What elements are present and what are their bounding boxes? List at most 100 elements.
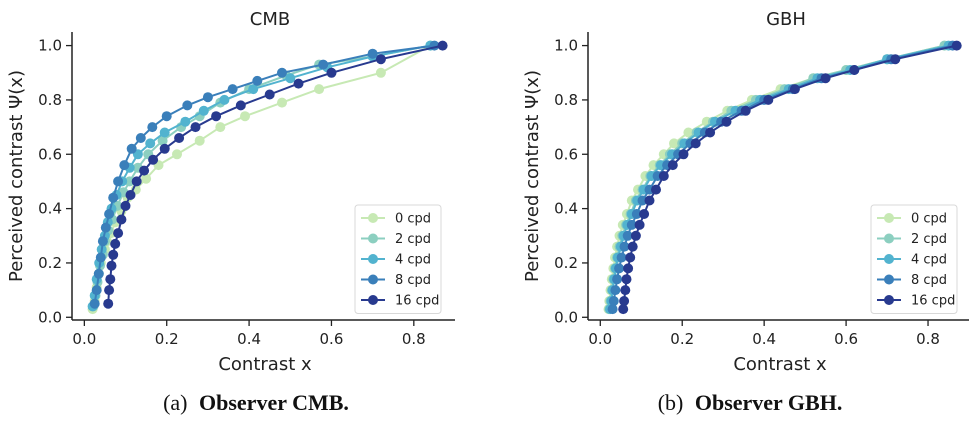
data-point [820, 73, 831, 84]
data-point [198, 105, 209, 116]
data-point [172, 149, 182, 160]
y-tick-label: 0.2 [38, 254, 62, 272]
panel-gbh: GBH 0.0 0.2 0.4 0.6 0.8 0.0 0.2 0.4 0.6 0.8 1.0 C… [522, 9, 969, 415]
data-point [116, 214, 127, 225]
y-tick-label: 0.2 [554, 254, 578, 272]
y-ticks: 0.0 0.2 0.4 0.6 0.8 1.0 [38, 37, 72, 326]
data-point [622, 230, 633, 241]
data-point [264, 89, 275, 100]
data-point [227, 84, 238, 95]
legend-swatch-marker [368, 254, 378, 264]
legend-label: 0 cpd [395, 212, 431, 227]
y-tick-label: 0.6 [38, 145, 62, 163]
data-point [625, 252, 636, 263]
data-point [619, 241, 630, 252]
y-tick-label: 0.8 [38, 91, 62, 109]
y-axis-label: Perceived contrast Ψ(x) [522, 70, 543, 282]
data-point [610, 285, 621, 296]
data-point [637, 195, 648, 206]
legend-swatch-marker [884, 213, 894, 223]
data-point [159, 143, 170, 154]
data-point [705, 127, 716, 138]
x-tick-label: 0.4 [237, 330, 261, 348]
legend-swatch-marker [368, 274, 378, 285]
legend-swatch-marker [884, 295, 894, 305]
legend-swatch-marker [368, 233, 378, 244]
x-axis-label: Contrast x [218, 354, 312, 375]
series-line [93, 44, 435, 304]
data-point [139, 165, 150, 176]
x-tick-label: 0.0 [588, 330, 612, 348]
data-point [740, 105, 751, 116]
chart-title: CMB [250, 9, 290, 30]
x-axis-label: Contrast x [733, 354, 827, 375]
y-ticks: 0.0 0.2 0.4 0.6 0.8 1.0 [554, 37, 588, 326]
data-point [110, 238, 121, 249]
data-point [318, 59, 329, 70]
data-point [161, 111, 172, 122]
legend-label: 0 cpd [911, 212, 947, 227]
data-point [124, 176, 135, 187]
data-point [367, 48, 378, 59]
data-point [113, 228, 124, 239]
data-point [105, 274, 116, 285]
legend-label: 4 cpd [395, 253, 431, 268]
data-point [141, 173, 152, 184]
panel-cmb: CMB 0.0 0.2 0.4 0.6 0.8 0.0 0.2 0.4 0.6 0.8 1.0 C… [6, 9, 455, 415]
y-tick-label: 0.4 [38, 200, 62, 218]
data-point [690, 138, 701, 149]
data-point [678, 149, 689, 160]
legend-label: 4 cpd [911, 253, 947, 268]
data-point [620, 285, 631, 296]
caption-prefix: (a) [163, 390, 187, 415]
legend-swatch-marker [368, 295, 378, 305]
legend-item: 4 cpd [361, 253, 431, 268]
data-point [763, 94, 774, 105]
data-point [108, 192, 119, 203]
x-tick-label: 0.0 [72, 330, 96, 348]
legend-item: 16 cpd [361, 294, 439, 309]
legend-item: 2 cpd [361, 232, 431, 247]
legend-item: 0 cpd [361, 212, 431, 227]
x-tick-label: 0.8 [402, 330, 426, 348]
y-tick-label: 0.6 [554, 145, 578, 163]
caption-bold: Observer GBH. [695, 390, 842, 415]
y-tick-label: 1.0 [38, 37, 62, 55]
data-point [120, 200, 131, 211]
x-ticks: 0.0 0.2 0.4 0.6 0.8 [588, 320, 940, 348]
legend-item: 0 cpd [877, 212, 947, 227]
data-point [97, 236, 108, 247]
caption-bold: Observer CMB. [199, 390, 349, 415]
y-axis-label: Perceived contrast Ψ(x) [6, 70, 27, 282]
data-point [235, 100, 246, 111]
data-point [190, 122, 201, 133]
data-point [667, 160, 678, 171]
legend-swatch-marker [884, 233, 894, 244]
data-point [182, 100, 193, 111]
data-point [125, 190, 136, 200]
data-point [145, 138, 156, 149]
legend: 0 cpd 2 cpd 4 cpd 8 cpd 16 cpd [354, 204, 442, 314]
data-point [375, 54, 386, 65]
legend-item: 8 cpd [361, 273, 431, 288]
series-layer [87, 40, 448, 315]
data-point [104, 285, 115, 296]
data-point [252, 75, 263, 86]
data-point [211, 111, 222, 122]
data-point [157, 135, 168, 146]
data-point [639, 209, 650, 219]
data-point [616, 252, 627, 263]
data-point [148, 154, 159, 165]
series-layer [603, 40, 962, 315]
y-tick-label: 0.4 [554, 200, 578, 218]
data-point [651, 184, 661, 195]
x-tick-label: 0.8 [916, 330, 940, 348]
data-point [126, 143, 137, 154]
data-point [159, 127, 170, 138]
legend-item: 8 cpd [877, 273, 947, 288]
data-point [890, 54, 901, 65]
data-point [375, 67, 386, 78]
data-point [607, 304, 618, 315]
y-tick-label: 0.0 [38, 308, 62, 326]
